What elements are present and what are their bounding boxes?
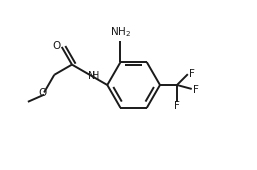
Text: F: F — [189, 69, 195, 79]
Text: NH$_2$: NH$_2$ — [110, 26, 131, 39]
Text: F: F — [193, 85, 199, 95]
Text: N: N — [88, 71, 96, 81]
Text: O: O — [52, 41, 60, 51]
Text: F: F — [174, 101, 180, 111]
Text: H: H — [92, 71, 99, 81]
Text: O: O — [39, 88, 47, 98]
